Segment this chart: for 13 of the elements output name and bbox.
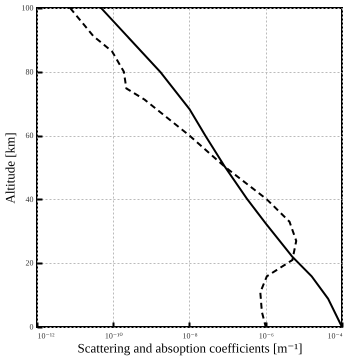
y-tick-label: 100 — [22, 4, 34, 12]
x-tick-label: 10⁻⁶ — [258, 332, 274, 340]
x-tick-label: 10⁻⁸ — [182, 332, 198, 340]
y-tick-label: 80 — [26, 67, 34, 76]
y-tick-label: 60 — [26, 131, 34, 140]
y-tick-label: 40 — [26, 194, 34, 204]
y-tick-label: 20 — [26, 258, 34, 268]
x-tick-label: 10⁻¹² — [38, 332, 56, 340]
y-tick-label: 0 — [30, 322, 34, 332]
y-axis-title: Altitude [km] — [2, 132, 18, 204]
x-tick-label: 10⁻⁴ — [327, 332, 343, 340]
x-tick-label: 10⁻¹⁰ — [104, 332, 123, 340]
x-axis-title: Scattering and absoption coefficients [m⁻¹] — [78, 340, 302, 356]
